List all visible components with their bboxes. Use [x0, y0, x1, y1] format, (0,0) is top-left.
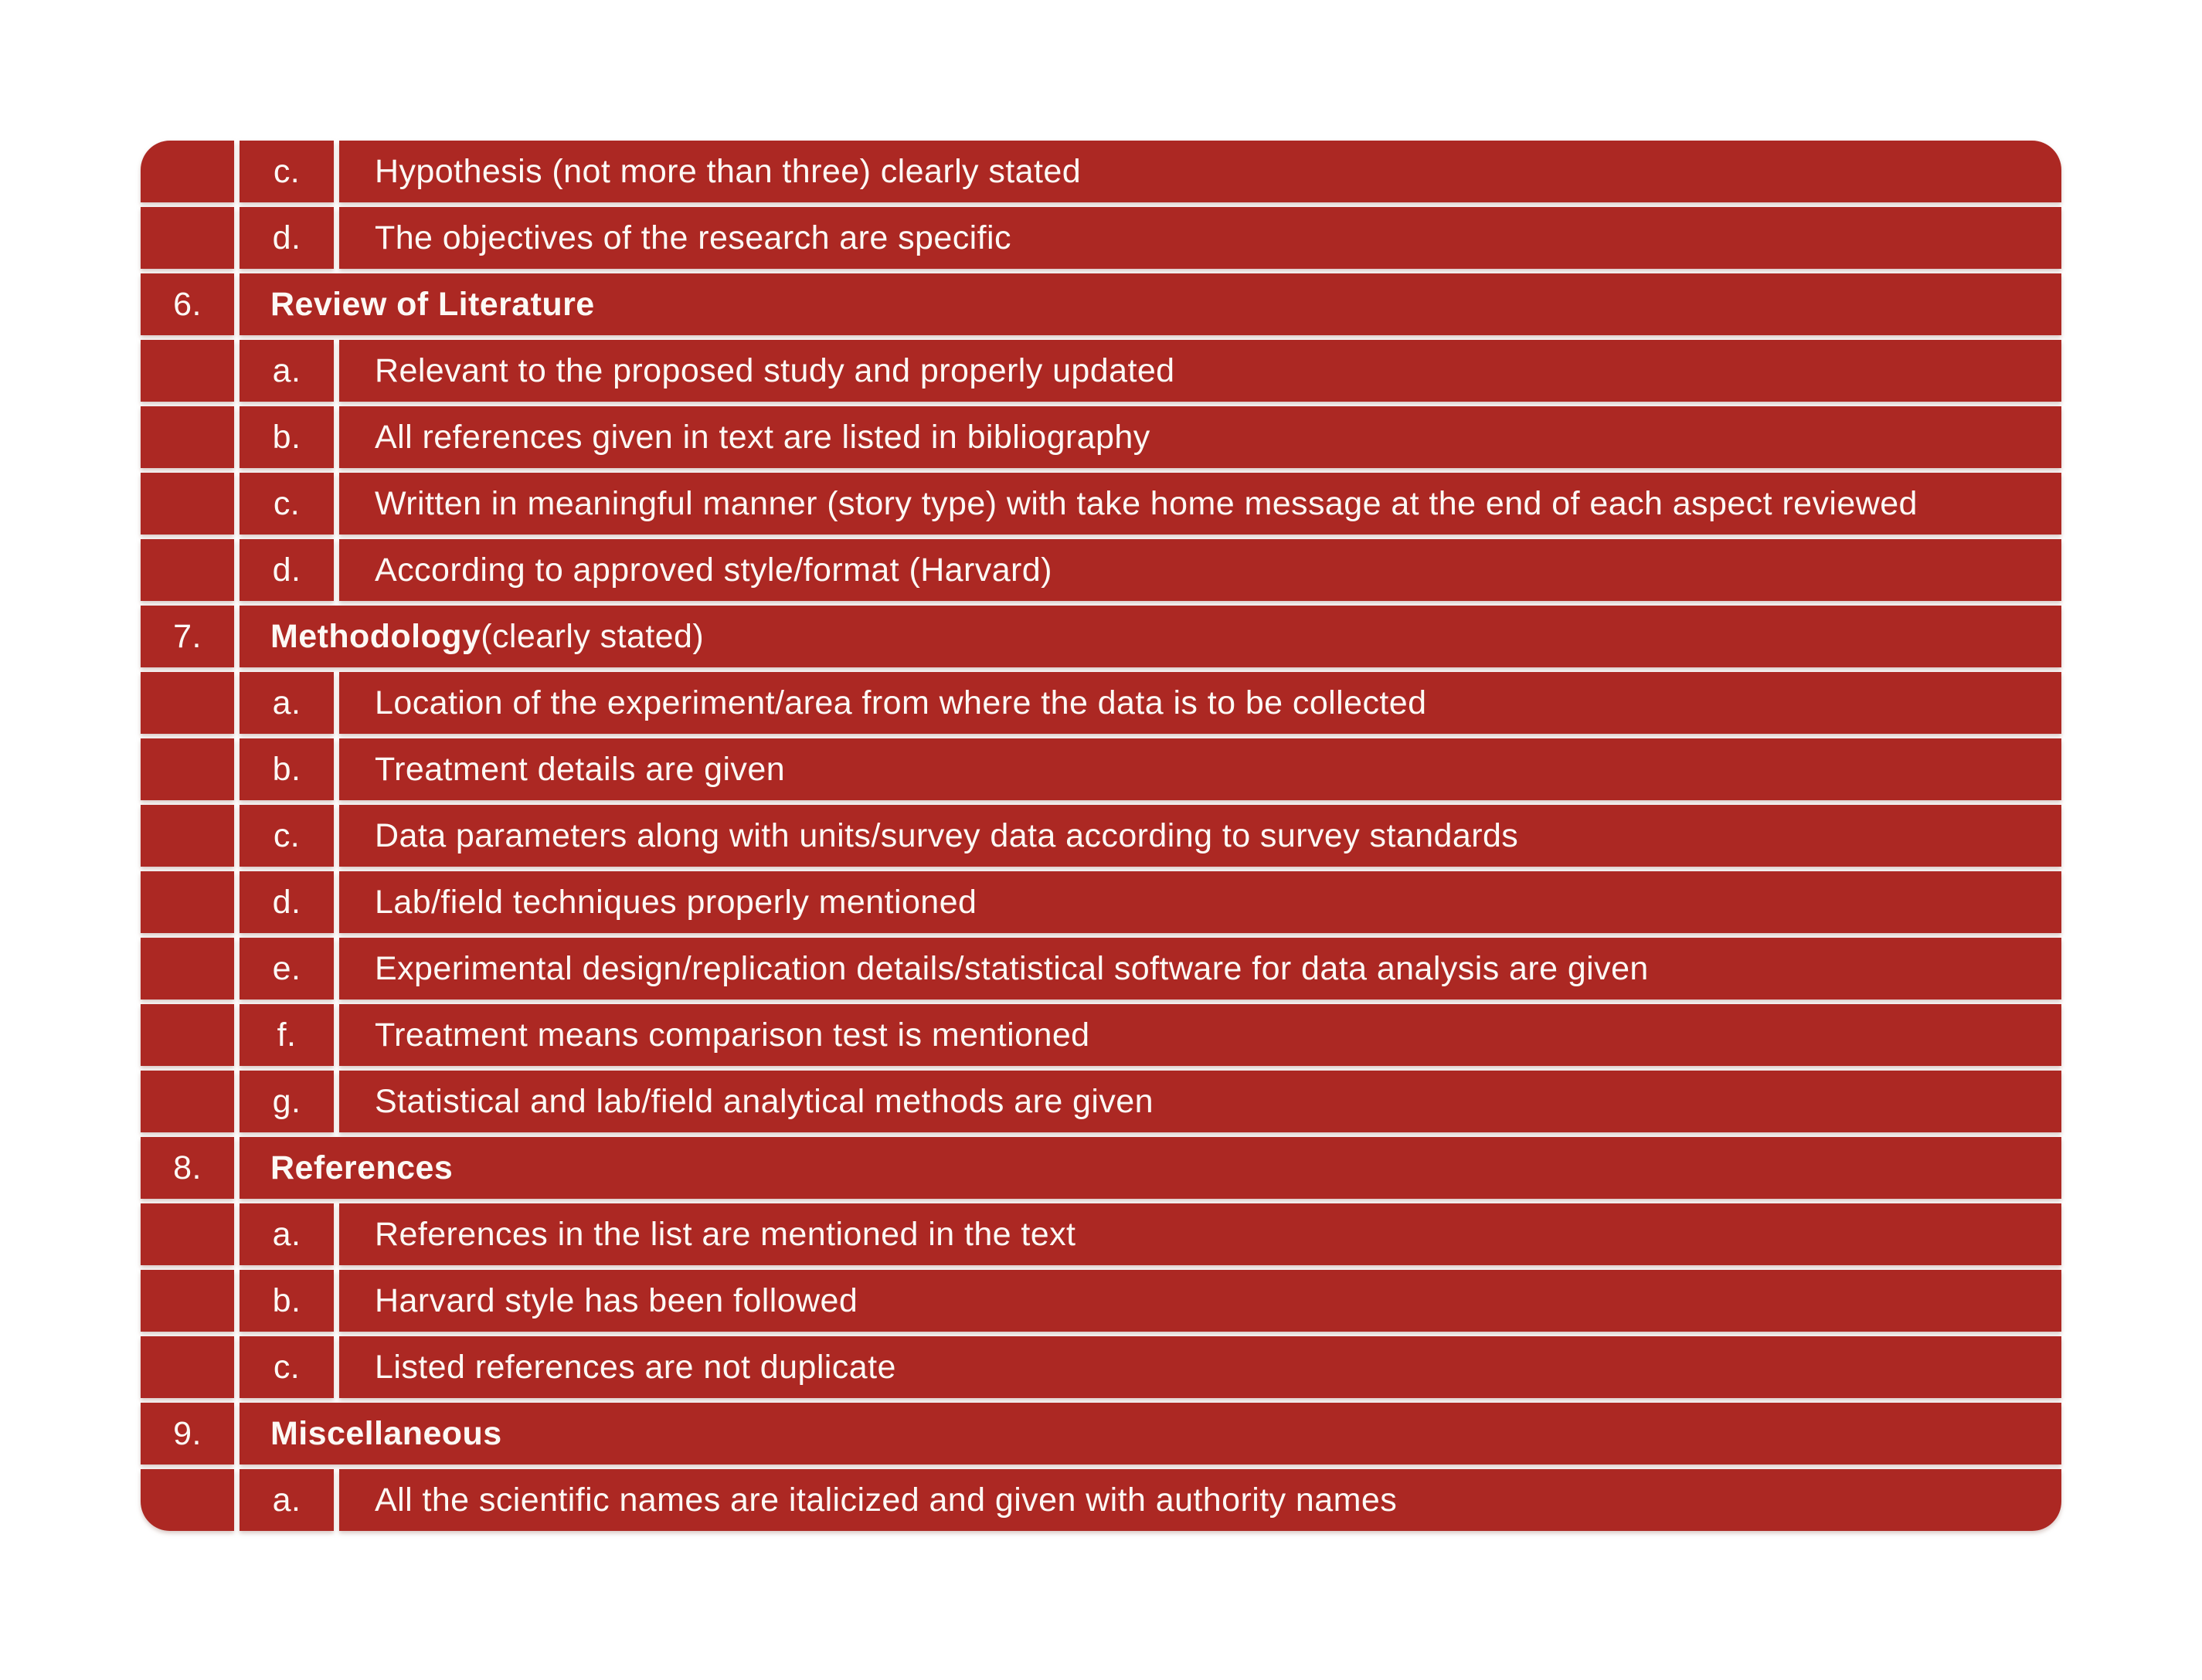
table-row: b. Harvard style has been followed	[141, 1270, 2061, 1332]
section-number-cell: 9.	[141, 1403, 234, 1464]
row-item-text: Listed references are not duplicate	[339, 1336, 2061, 1398]
row-item-text: Lab/field techniques properly mentioned	[339, 871, 2061, 933]
table-row: c. Written in meaningful manner (story ty…	[141, 473, 2061, 535]
table-row: d. The objectives of the research are spe…	[141, 207, 2061, 269]
row-item-text: Data parameters along with units/survey …	[339, 805, 2061, 867]
row-number-cell	[141, 1469, 234, 1531]
section-row: 9. Miscellaneous	[141, 1403, 2061, 1464]
row-letter-cell: c.	[240, 1336, 334, 1398]
row-item-text: Harvard style has been followed	[339, 1270, 2061, 1332]
row-number-cell	[141, 1203, 234, 1265]
section-number-cell: 7.	[141, 606, 234, 667]
table-row: g. Statistical and lab/field analytical m…	[141, 1071, 2061, 1132]
checklist-table: c. Hypothesis (not more than three) clear…	[141, 141, 2061, 1531]
row-number-cell	[141, 805, 234, 867]
row-item-text: According to approved style/format (Harv…	[339, 539, 2061, 601]
section-title: Review of Literature	[270, 285, 595, 323]
section-row: 6. Review of Literature	[141, 273, 2061, 335]
row-letter-cell: b.	[240, 738, 334, 800]
table-row: c. Listed references are not duplicate	[141, 1336, 2061, 1398]
table-row: a. References in the list are mentioned i…	[141, 1203, 2061, 1265]
section-title-suffix: (clearly stated)	[481, 617, 705, 655]
row-number-cell	[141, 938, 234, 1000]
section-row: 7. Methodology (clearly stated)	[141, 606, 2061, 667]
row-letter-cell: d.	[240, 871, 334, 933]
table-row: b. All references given in text are liste…	[141, 406, 2061, 468]
table-row: a. All the scientific names are italicize…	[141, 1469, 2061, 1531]
section-number-cell: 8.	[141, 1137, 234, 1199]
row-item-text: References in the list are mentioned in …	[339, 1203, 2061, 1265]
section-title: References	[270, 1149, 454, 1186]
table-row: a. Relevant to the proposed study and pro…	[141, 340, 2061, 402]
table-row: a. Location of the experiment/area from w…	[141, 672, 2061, 734]
row-item-text: The objectives of the research are speci…	[339, 207, 2061, 269]
row-letter-cell: d.	[240, 207, 334, 269]
row-number-cell	[141, 141, 234, 202]
table-row: c. Hypothesis (not more than three) clear…	[141, 141, 2061, 202]
table-row: c. Data parameters along with units/surve…	[141, 805, 2061, 867]
row-number-cell	[141, 672, 234, 734]
row-letter-cell: d.	[240, 539, 334, 601]
row-letter-cell: a.	[240, 672, 334, 734]
row-number-cell	[141, 539, 234, 601]
row-number-cell	[141, 1270, 234, 1332]
section-title: Methodology	[270, 617, 481, 655]
row-letter-cell: a.	[240, 1469, 334, 1531]
table-row: b. Treatment details are given	[141, 738, 2061, 800]
section-row: 8. References	[141, 1137, 2061, 1199]
row-letter-cell: c.	[240, 141, 334, 202]
row-item-text: Statistical and lab/field analytical met…	[339, 1071, 2061, 1132]
row-number-cell	[141, 340, 234, 402]
row-item-text: Location of the experiment/area from whe…	[339, 672, 2061, 734]
row-item-text: Experimental design/replication details/…	[339, 938, 2061, 1000]
row-letter-cell: e.	[240, 938, 334, 1000]
row-letter-cell: c.	[240, 805, 334, 867]
section-number-cell: 6.	[141, 273, 234, 335]
row-number-cell	[141, 1004, 234, 1066]
table-row: d. According to approved style/format (Ha…	[141, 539, 2061, 601]
row-item-text: Relevant to the proposed study and prope…	[339, 340, 2061, 402]
row-letter-cell: f.	[240, 1004, 334, 1066]
row-item-text: Treatment details are given	[339, 738, 2061, 800]
section-title: Miscellaneous	[270, 1414, 502, 1452]
row-number-cell	[141, 871, 234, 933]
row-item-text: All the scientific names are italicized …	[339, 1469, 2061, 1531]
section-title-cell: Miscellaneous	[240, 1403, 2061, 1464]
row-item-text: Hypothesis (not more than three) clearly…	[339, 141, 2061, 202]
row-letter-cell: b.	[240, 406, 334, 468]
row-item-text: Treatment means comparison test is menti…	[339, 1004, 2061, 1066]
table-row: f. Treatment means comparison test is men…	[141, 1004, 2061, 1066]
section-title-cell: Review of Literature	[240, 273, 2061, 335]
row-number-cell	[141, 406, 234, 468]
section-title-cell: Methodology (clearly stated)	[240, 606, 2061, 667]
row-item-text: Written in meaningful manner (story type…	[339, 473, 2061, 535]
section-title-cell: References	[240, 1137, 2061, 1199]
row-number-cell	[141, 473, 234, 535]
row-number-cell	[141, 1336, 234, 1398]
row-letter-cell: b.	[240, 1270, 334, 1332]
row-number-cell	[141, 1071, 234, 1132]
table-row: e. Experimental design/replication detail…	[141, 938, 2061, 1000]
table-row: d. Lab/field techniques properly mentione…	[141, 871, 2061, 933]
row-letter-cell: a.	[240, 1203, 334, 1265]
row-item-text: All references given in text are listed …	[339, 406, 2061, 468]
row-number-cell	[141, 738, 234, 800]
row-number-cell	[141, 207, 234, 269]
row-letter-cell: g.	[240, 1071, 334, 1132]
row-letter-cell: a.	[240, 340, 334, 402]
row-letter-cell: c.	[240, 473, 334, 535]
